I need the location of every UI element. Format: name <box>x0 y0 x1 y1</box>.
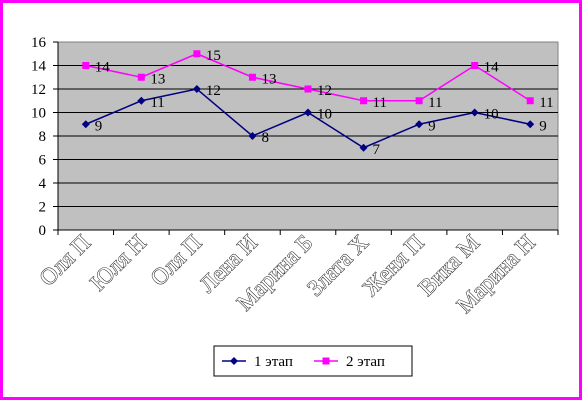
data-point-diamond <box>526 120 535 129</box>
y-tick-label: 10 <box>31 106 46 122</box>
data-label: 9 <box>539 118 547 134</box>
legend-label: 2 этап <box>346 354 385 370</box>
data-point-diamond <box>470 108 479 117</box>
data-point-square <box>415 97 423 105</box>
data-label: 9 <box>95 118 103 134</box>
y-tick-label: 12 <box>31 82 46 98</box>
data-label: 9 <box>428 118 436 134</box>
data-point-square <box>248 73 256 81</box>
data-label: 7 <box>373 142 381 158</box>
data-label: 11 <box>150 95 164 111</box>
x-category-label: Злата Х <box>302 230 373 301</box>
legend-box <box>213 345 413 377</box>
data-label: 14 <box>484 60 500 76</box>
legend-marker-square <box>322 357 330 365</box>
data-label: 10 <box>484 107 499 123</box>
data-point-diamond <box>248 132 257 140</box>
x-category-label: Женя П <box>358 230 429 301</box>
series-group <box>81 50 535 152</box>
data-label: 12 <box>206 83 221 99</box>
y-tick-label: 8 <box>39 129 47 145</box>
y-tick-label: 14 <box>31 59 47 75</box>
y-axis: 0 2 4 6 8 10 12 14 16 <box>31 35 59 239</box>
legend-marker-diamond <box>230 357 238 365</box>
data-point-square <box>82 62 90 69</box>
data-label: 12 <box>317 83 332 99</box>
legend: 1 этап 2 этап <box>213 345 413 377</box>
data-point-square <box>304 85 312 93</box>
data-labels: 9 11 12 8 10 7 9 10 9 14 13 15 13 12 11 11 14 11 <box>95 48 554 158</box>
data-point-square <box>137 73 145 81</box>
data-point-diamond <box>415 120 424 129</box>
data-point-diamond <box>137 96 146 105</box>
x-category-label: Юля Н <box>85 230 151 296</box>
data-label: 11 <box>539 95 553 111</box>
data-label: 8 <box>261 130 269 146</box>
data-point-square <box>193 50 201 58</box>
legend-label: 1 этап <box>254 354 293 370</box>
y-tick-label: 2 <box>39 200 47 216</box>
y-tick-label: 16 <box>31 35 47 51</box>
data-label: 15 <box>206 48 221 64</box>
y-tick-label: 0 <box>39 223 47 239</box>
data-label: 11 <box>428 95 442 111</box>
data-point-diamond <box>192 85 201 93</box>
y-tick-label: 6 <box>39 153 47 169</box>
data-point-diamond <box>359 143 368 152</box>
data-point-diamond <box>304 108 312 117</box>
data-label: 13 <box>261 71 276 87</box>
data-point-square <box>526 97 534 105</box>
y-tick-label: 4 <box>39 176 47 192</box>
data-label: 14 <box>95 60 111 76</box>
data-point-square <box>471 62 479 69</box>
data-label: 10 <box>317 107 332 123</box>
data-point-diamond <box>81 120 90 129</box>
data-label: 11 <box>373 95 387 111</box>
data-point-square <box>360 97 368 105</box>
data-label: 13 <box>150 71 165 87</box>
